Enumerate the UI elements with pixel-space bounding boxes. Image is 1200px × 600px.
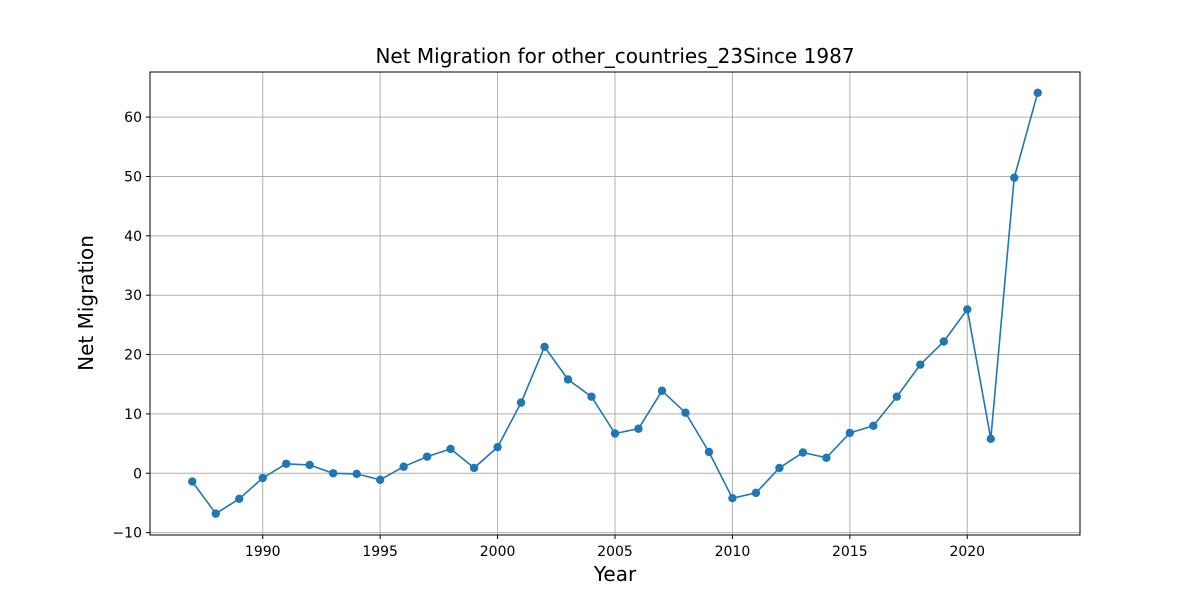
x-tick-label: 2020 <box>949 544 985 560</box>
x-tick-label: 2005 <box>597 544 633 560</box>
chart-title: Net Migration for other_countries_23Sinc… <box>375 44 854 68</box>
data-point <box>282 459 291 468</box>
data-point <box>352 469 361 479</box>
data-point <box>657 386 667 395</box>
data-point <box>493 442 502 452</box>
data-point <box>751 488 761 498</box>
x-tick-label: 1995 <box>362 544 398 560</box>
data-point <box>963 305 972 314</box>
y-tick-label: 10 <box>124 407 142 423</box>
data-point <box>681 408 690 417</box>
x-tick-label: 2010 <box>715 544 751 560</box>
data-point <box>610 429 620 438</box>
data-point <box>328 469 338 478</box>
data-point <box>258 473 267 483</box>
data-point <box>446 444 455 454</box>
data-point <box>188 477 197 486</box>
data-point <box>775 463 784 473</box>
x-tick-label: 2015 <box>832 544 868 560</box>
data-point <box>869 421 878 430</box>
x-axis-label: Year <box>593 562 637 586</box>
y-tick-label: 50 <box>124 169 142 185</box>
y-axis-label: Net Migration <box>74 235 98 371</box>
data-point <box>916 360 925 369</box>
grid <box>150 72 1080 535</box>
x-tick-label: 1990 <box>245 544 281 560</box>
data-point <box>1010 173 1019 182</box>
data-point <box>540 342 549 352</box>
data-point <box>305 460 314 470</box>
data-point <box>704 447 714 457</box>
y-tick-label: 60 <box>124 110 142 126</box>
x-tick-label: 2000 <box>480 544 516 560</box>
y-tick-label: 40 <box>124 229 142 245</box>
data-point <box>939 337 948 346</box>
data-point <box>892 392 902 401</box>
x-axis-ticks: 1990 1995 2000 2005 2010 2015 2020 <box>245 535 985 560</box>
data-point <box>728 493 737 503</box>
y-tick-label: 20 <box>124 348 142 364</box>
data-point <box>1033 88 1042 97</box>
data-point <box>798 448 808 457</box>
data-point <box>845 428 855 438</box>
y-tick-label: 30 <box>124 288 142 304</box>
y-tick-label: 0 <box>133 466 142 482</box>
y-tick-label: −10 <box>112 526 142 542</box>
data-point <box>235 494 244 503</box>
data-point <box>422 452 432 461</box>
data-point <box>634 424 643 433</box>
data-point <box>399 462 408 471</box>
y-axis-ticks: −10 0 10 20 30 40 50 60 <box>112 110 150 542</box>
data-point <box>822 453 831 463</box>
data-point <box>469 463 479 473</box>
data-point <box>375 475 385 484</box>
data-point <box>516 398 526 407</box>
data-point <box>211 509 220 518</box>
data-point <box>563 375 573 384</box>
series-layer <box>188 88 1042 518</box>
data-point <box>587 392 596 401</box>
data-point <box>986 434 995 444</box>
